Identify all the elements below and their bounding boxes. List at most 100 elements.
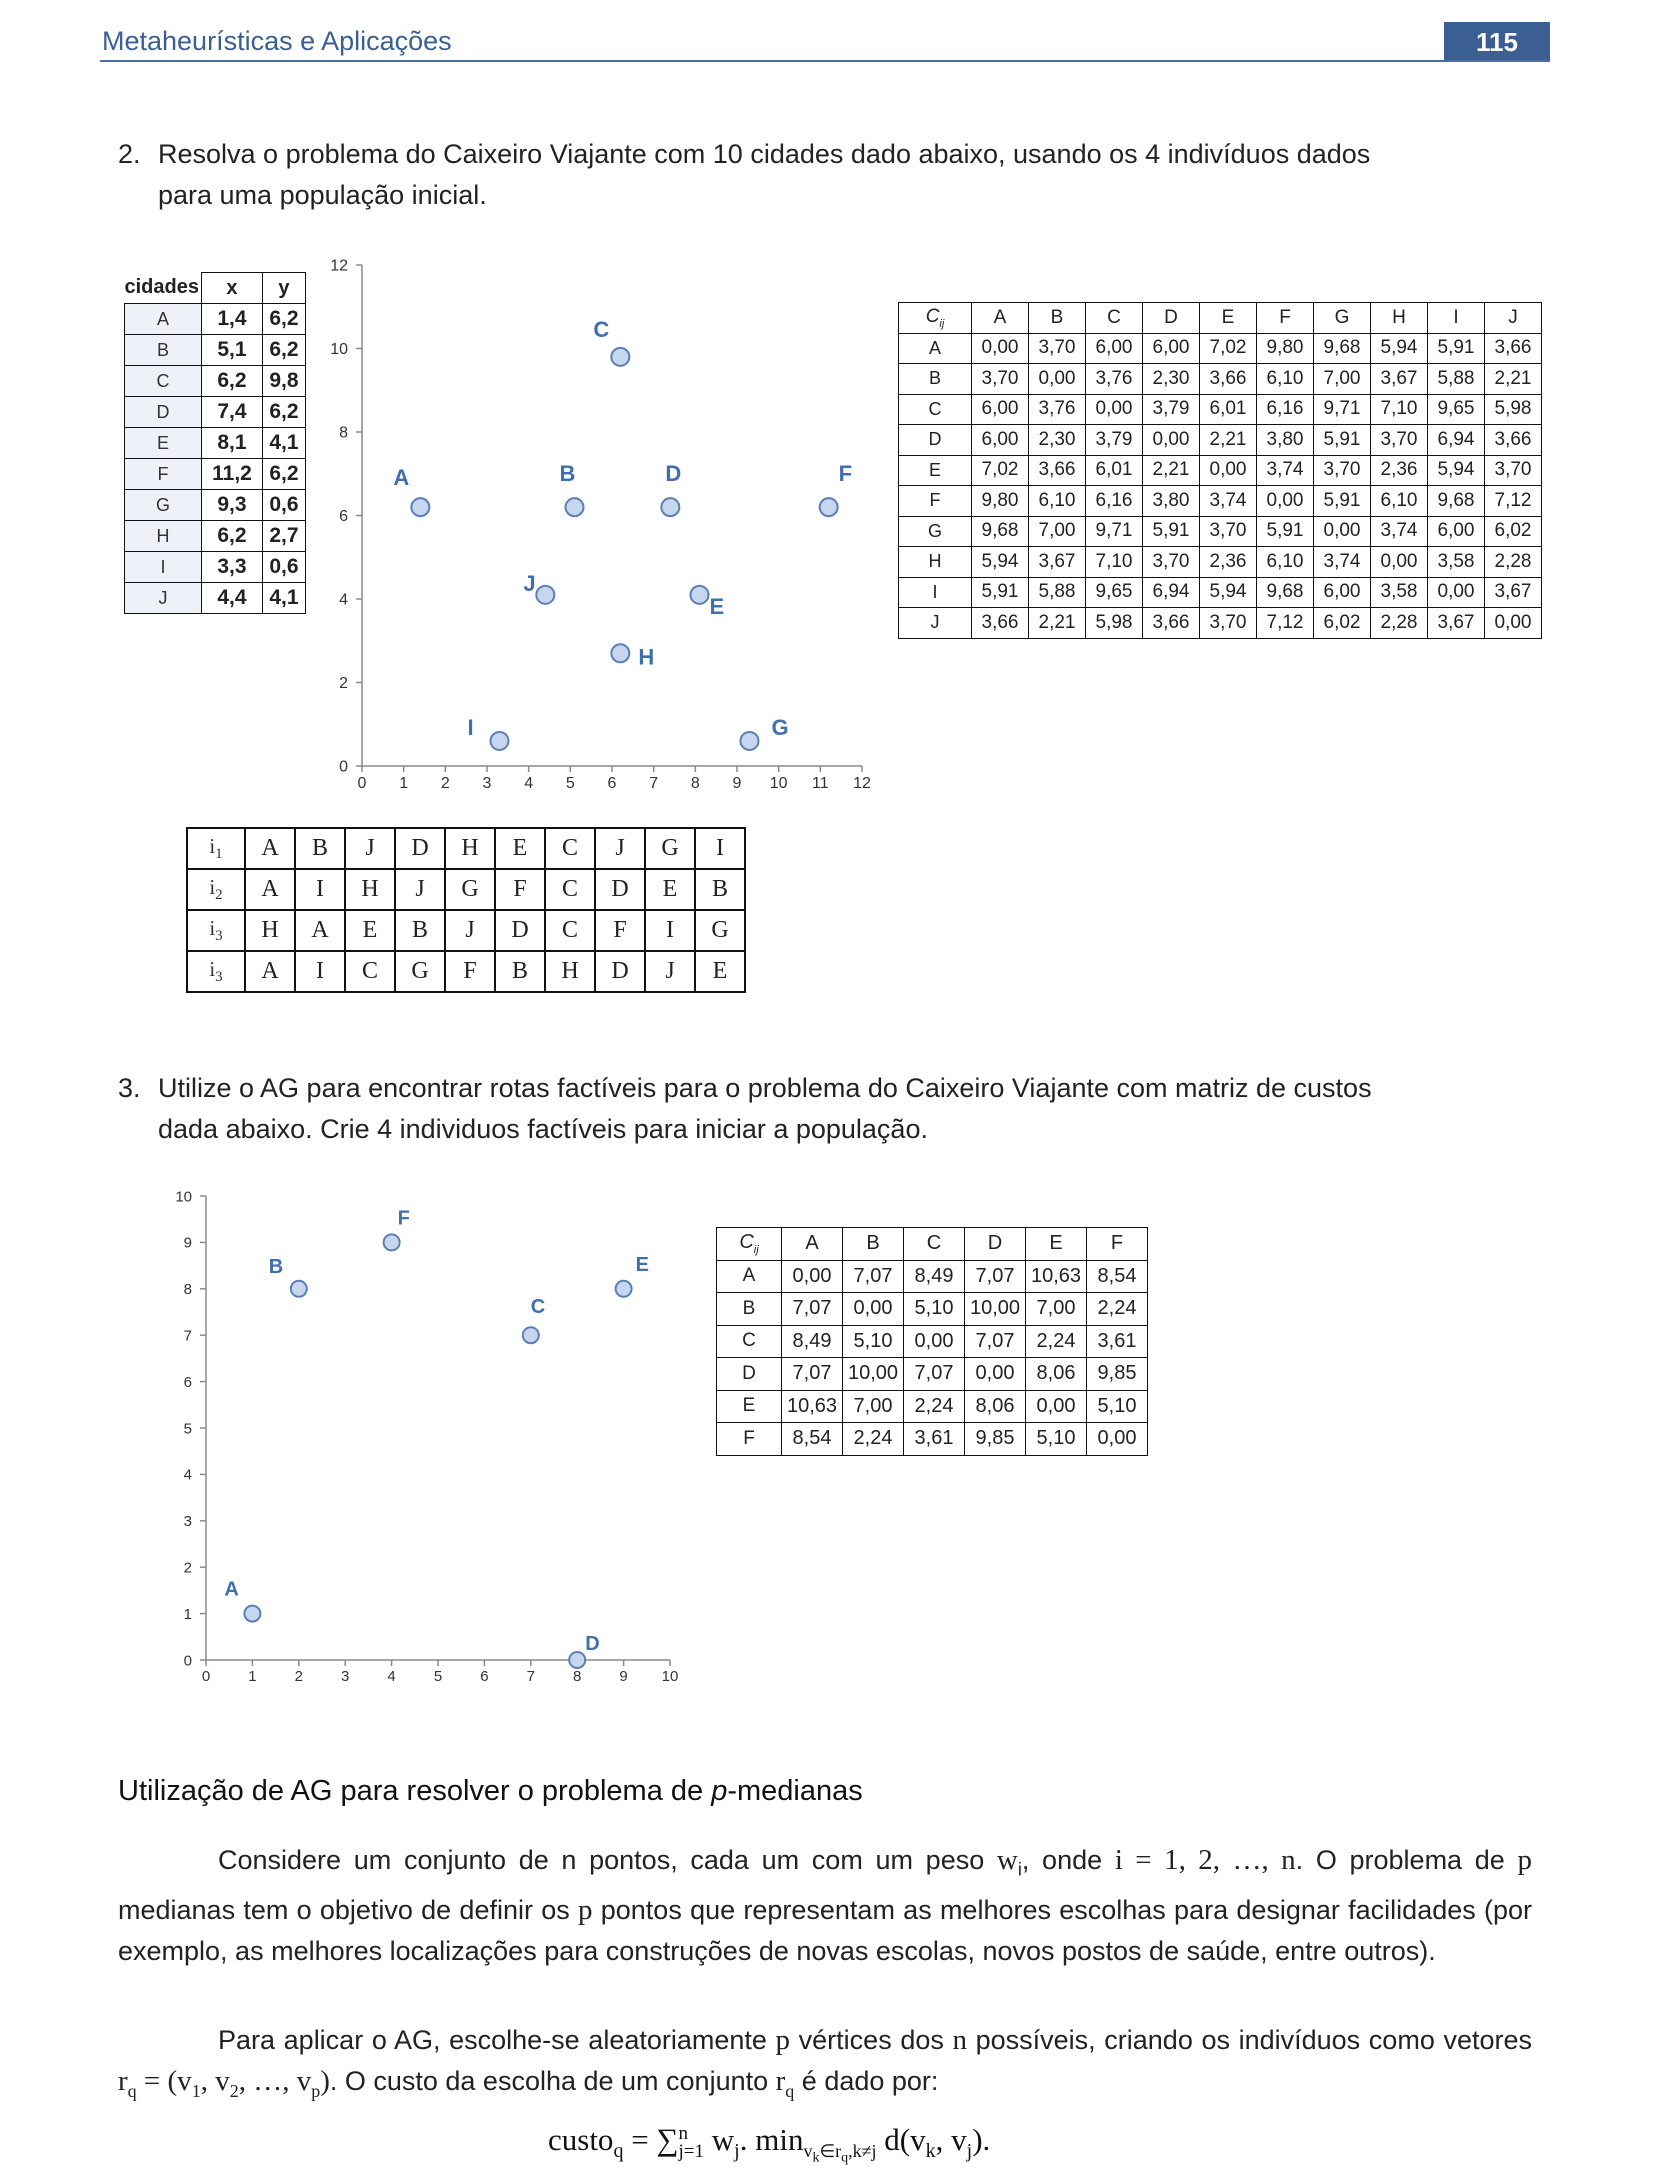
individual-gene: D: [594, 950, 646, 993]
data-point-a: [243, 1604, 262, 1623]
data-point-i: [489, 730, 510, 751]
cities-row: I 3,3 0,6: [124, 551, 306, 583]
individual-gene: H: [444, 827, 496, 870]
cost-cell: 7,07: [781, 1357, 843, 1391]
individual-gene: A: [294, 909, 346, 952]
header-divider: [100, 60, 1550, 62]
cost-cell: 7,00: [1028, 515, 1086, 547]
cost-cell: 5,88: [1427, 363, 1485, 395]
p2-math-rq: rq: [776, 2065, 795, 2101]
cost-cell: 5,98: [1085, 607, 1143, 639]
cost-row-header: A: [898, 332, 972, 364]
cost-cell: 0,00: [903, 1324, 965, 1358]
p2-math-n: n: [952, 2024, 967, 2056]
cities-row: E 8,1 4,1: [124, 427, 306, 459]
cost-cell: 2,36: [1199, 546, 1257, 578]
x-tick-label: 3: [483, 775, 492, 792]
point-label-i: I: [468, 715, 474, 740]
cost-cell: 5,94: [1199, 576, 1257, 608]
individual-gene: B: [494, 950, 546, 993]
cost-cell: 3,66: [1142, 607, 1200, 639]
cost-row-header: C: [898, 393, 972, 425]
question-2: 2. Resolva o problema do Caixeiro Viajan…: [118, 134, 1538, 218]
individual-gene: I: [644, 909, 696, 952]
cost-cell: 3,70: [1199, 607, 1257, 639]
individual-gene: E: [644, 868, 696, 911]
cost-row: F 9,80 6,10 6,16 3,80 3,74 0,00 5,91 6,10 9,68 7,1…: [898, 485, 1542, 517]
cost-corner-cell: Cij: [898, 302, 972, 334]
cost-cell: 0,00: [1199, 454, 1257, 486]
cost-row: E 7,02 3,66 6,01 2,21 0,00 3,74 3,70 2,36 5,94 3,7…: [898, 454, 1542, 486]
point-label-a: A: [224, 1579, 238, 1601]
cost-cell: 5,94: [971, 546, 1029, 578]
city-coord: 9,3: [200, 489, 263, 521]
cost-cell: 8,06: [1025, 1357, 1087, 1391]
individual-gene: E: [694, 950, 746, 993]
city-label: C: [124, 365, 202, 397]
cost-row: C 8,49 5,10 0,00 7,07 2,24 3,61: [716, 1324, 1148, 1358]
cost-cell: 6,00: [971, 393, 1029, 425]
cost-cell: 5,10: [842, 1324, 904, 1358]
cost-row-header: A: [716, 1259, 782, 1293]
page-number: 115: [1444, 22, 1550, 62]
cost-row: A 0,00 3,70 6,00 6,00 7,02 9,80 9,68 5,94 5,91 3,6…: [898, 332, 1542, 364]
individual-gene: A: [244, 868, 296, 911]
point-label-c: C: [531, 1296, 545, 1318]
cost-col-header: B: [842, 1227, 904, 1261]
individual-gene: E: [494, 827, 546, 870]
x-tick-label: 11: [812, 775, 829, 792]
cost-cell: 5,91: [1256, 515, 1314, 547]
cost-cell: 6,00: [1313, 576, 1371, 608]
cities-row: C 6,2 9,8: [124, 365, 306, 397]
cost-cell: 3,66: [1199, 363, 1257, 395]
cost-cell: 0,00: [1256, 485, 1314, 517]
cost-cell: 0,00: [971, 332, 1029, 364]
city-coord: 6,2: [261, 396, 306, 428]
cost-cell: 6,01: [1085, 454, 1143, 486]
question-3: 3. Utilize o AG para encontrar rotas fac…: [118, 1068, 1538, 1152]
point-label-j: J: [523, 571, 535, 596]
y-tick-label: 1: [184, 1606, 192, 1623]
individual-gene: C: [544, 827, 596, 870]
cost-cell: 5,91: [1313, 424, 1371, 456]
y-tick-label: 2: [339, 675, 348, 692]
cost-cell: 3,70: [1028, 332, 1086, 364]
paragraph-1: Considere um conjunto de n pontos, cada …: [118, 1840, 1532, 1972]
p2-text-c: possíveis, criando os indivíduos como ve…: [966, 2025, 1532, 2055]
cost-cell: 6,00: [971, 424, 1029, 456]
cities-row: H 6,2 2,7: [124, 520, 306, 552]
section-title-italic: p: [711, 1775, 728, 1807]
cost-col-header: H: [1370, 302, 1428, 334]
data-point-b: [289, 1279, 308, 1298]
cities-row: D 7,4 6,2: [124, 396, 306, 428]
city-coord: 4,1: [261, 582, 306, 614]
cost-cell: 3,70: [1142, 546, 1200, 578]
cost-cell: 7,10: [1085, 546, 1143, 578]
cost-cell: 2,21: [1142, 454, 1200, 486]
cost-col-header: E: [1199, 302, 1257, 334]
individual-gene: H: [544, 950, 596, 993]
cities-row: G 9,3 0,6: [124, 489, 306, 521]
cost-cell: 10,00: [964, 1292, 1026, 1326]
cost-row: A 0,00 7,07 8,49 7,07 10,63 8,54: [716, 1259, 1148, 1293]
x-tick-label: 7: [649, 775, 658, 792]
individual-label: i3: [186, 909, 246, 952]
cost-cell: 3,58: [1370, 576, 1428, 608]
cost-cell: 3,79: [1142, 393, 1200, 425]
y-tick-label: 8: [184, 1281, 192, 1298]
city-coord: 1,4: [200, 303, 263, 335]
individual-gene: J: [394, 868, 446, 911]
cost-cell: 9,80: [1256, 332, 1314, 364]
cost-cell: 7,07: [781, 1292, 843, 1326]
cost-cell: 0,00: [1313, 515, 1371, 547]
data-point-e: [614, 1279, 633, 1298]
point-label-f: F: [398, 1207, 410, 1229]
x-tick-label: 9: [733, 775, 742, 792]
y-tick-label: 6: [339, 508, 348, 525]
individual-gene: G: [444, 868, 496, 911]
p1-text-b: , onde: [1021, 1845, 1115, 1875]
individual-gene: C: [544, 868, 596, 911]
cost-cell: 3,70: [971, 363, 1029, 395]
cost-cell: 3,74: [1199, 485, 1257, 517]
data-point-f: [382, 1233, 401, 1252]
